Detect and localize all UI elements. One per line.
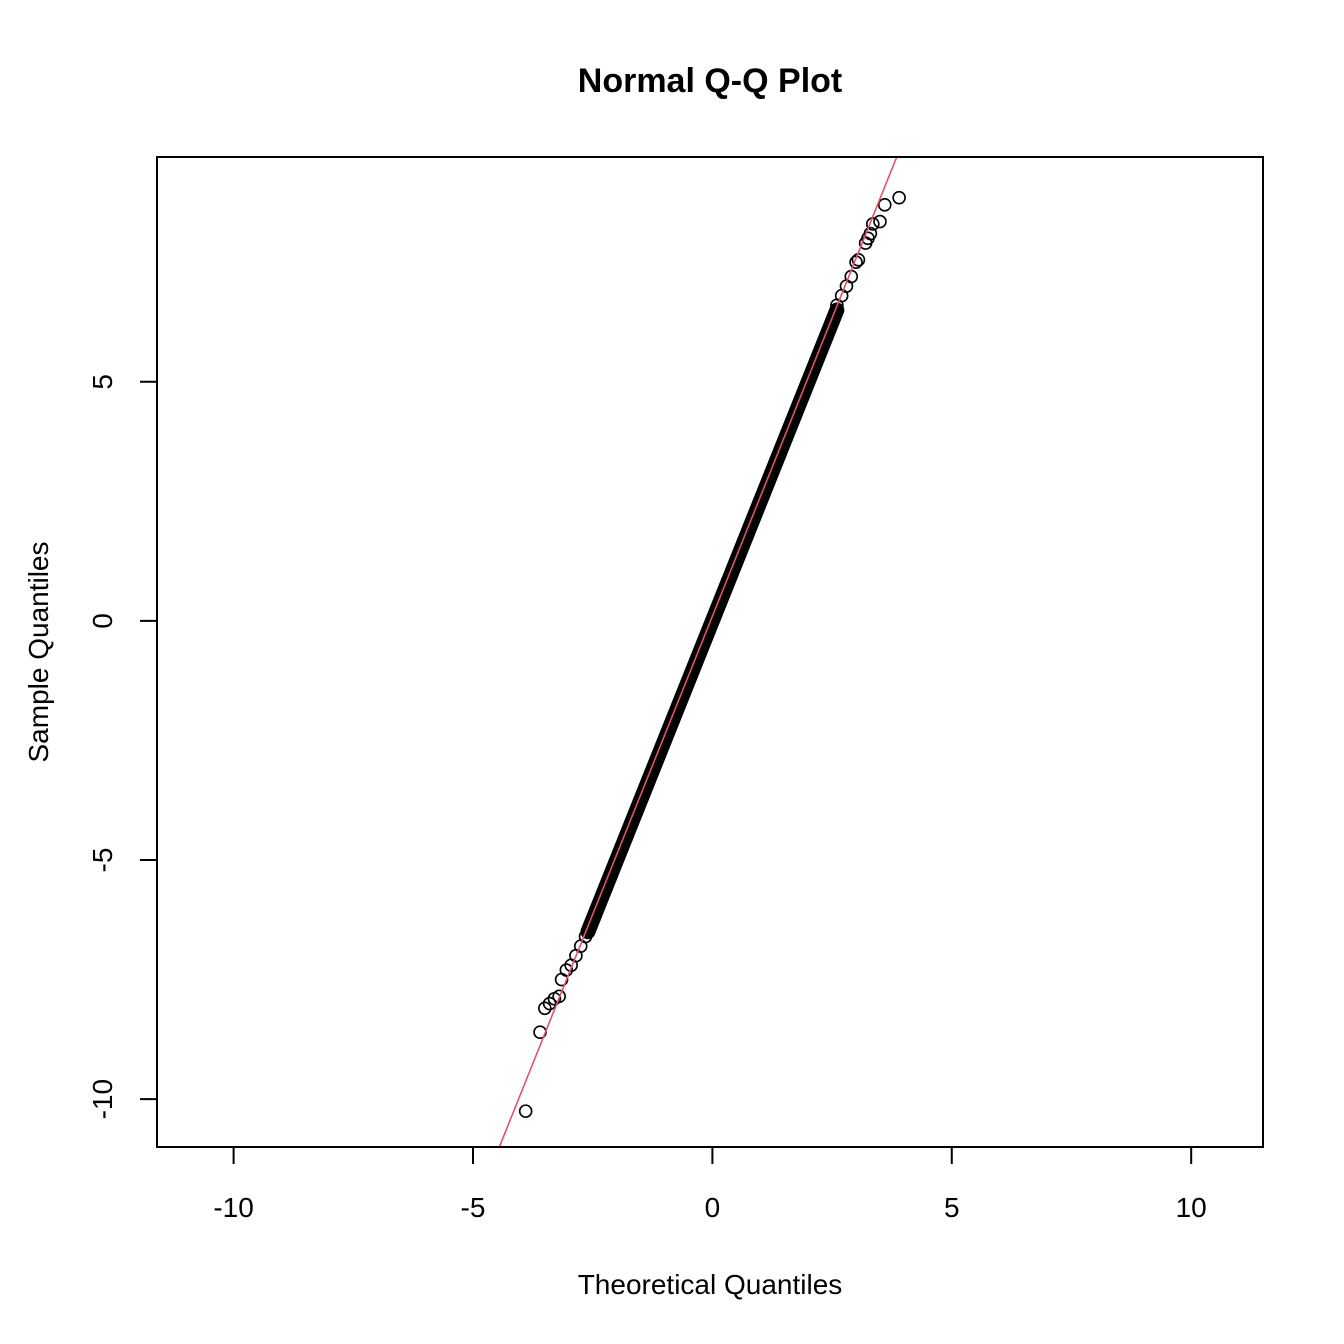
data-point <box>518 1104 533 1118</box>
y-tick-label: -10 <box>87 1079 118 1119</box>
data-point <box>538 1001 552 1016</box>
plot-frame <box>156 156 1264 1148</box>
data-layer <box>498 156 906 1148</box>
chart-title: Normal Q-Q Plot <box>578 62 842 100</box>
data-point <box>873 214 887 229</box>
data-point <box>559 963 574 977</box>
y-axis: -10 -5 0 5 <box>87 374 158 1119</box>
x-tick-label: -10 <box>213 1192 253 1223</box>
y-axis-label: Sample Quantiles <box>23 541 54 762</box>
data-point <box>542 996 557 1011</box>
x-tick-label: 10 <box>1176 1192 1207 1223</box>
data-point <box>877 198 892 212</box>
data-point <box>552 989 566 1004</box>
data-point <box>863 226 878 241</box>
x-tick-label: 0 <box>705 1192 721 1223</box>
x-tick-label: 5 <box>944 1192 960 1223</box>
y-tick-label: 0 <box>87 613 118 629</box>
reference-line <box>498 156 898 1148</box>
y-tick-label: -5 <box>87 848 118 873</box>
data-point <box>849 255 863 270</box>
x-tick-label: -5 <box>461 1192 486 1223</box>
x-axis: -10 -5 0 5 10 <box>213 1146 1207 1223</box>
y-tick-label: 5 <box>87 374 118 390</box>
dense-point-band <box>580 302 845 940</box>
data-point <box>892 190 906 205</box>
x-axis-label: Theoretical Quantiles <box>578 1269 843 1300</box>
